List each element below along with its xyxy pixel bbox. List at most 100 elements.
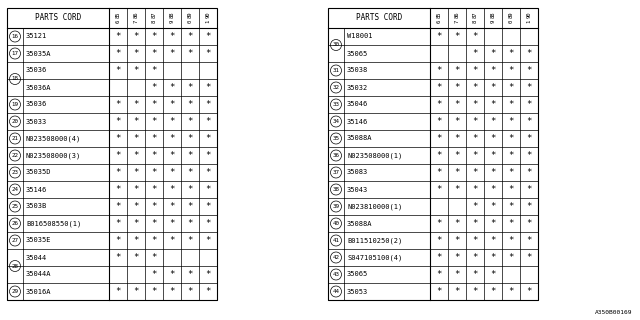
Text: *: * — [490, 287, 496, 296]
Text: 28: 28 — [12, 263, 19, 268]
Text: *: * — [115, 185, 121, 194]
Text: *: * — [472, 49, 477, 58]
Text: *: * — [170, 236, 175, 245]
Text: 35035E: 35035E — [26, 237, 51, 244]
Text: *: * — [170, 100, 175, 109]
Text: *: * — [188, 32, 193, 41]
Text: 40: 40 — [333, 221, 339, 226]
Text: 89: 89 — [509, 11, 513, 18]
Text: 90: 90 — [205, 11, 211, 18]
Text: *: * — [454, 270, 460, 279]
Text: *: * — [454, 83, 460, 92]
Text: *: * — [170, 117, 175, 126]
Text: *: * — [454, 168, 460, 177]
Text: *: * — [454, 253, 460, 262]
Text: 27: 27 — [12, 238, 19, 243]
Text: *: * — [436, 236, 442, 245]
Text: *: * — [205, 151, 211, 160]
Text: 3503B: 3503B — [26, 204, 47, 210]
Text: *: * — [508, 100, 514, 109]
Text: *: * — [526, 66, 532, 75]
Bar — [328, 8, 538, 300]
Text: 35083: 35083 — [347, 170, 368, 175]
Text: 7: 7 — [134, 20, 138, 23]
Text: *: * — [526, 219, 532, 228]
Text: 88: 88 — [170, 11, 175, 18]
Text: *: * — [133, 100, 139, 109]
Text: 1: 1 — [527, 20, 531, 23]
Text: PARTS CORD: PARTS CORD — [356, 13, 402, 22]
Text: *: * — [151, 168, 157, 177]
Text: 35121: 35121 — [26, 34, 47, 39]
Text: 35036: 35036 — [26, 68, 47, 74]
Text: A350B00169: A350B00169 — [595, 310, 632, 315]
Text: *: * — [472, 202, 477, 211]
Text: *: * — [205, 168, 211, 177]
Text: 0: 0 — [188, 20, 193, 23]
Text: 6: 6 — [436, 20, 442, 23]
Text: *: * — [526, 236, 532, 245]
Text: *: * — [170, 287, 175, 296]
Text: *: * — [508, 134, 514, 143]
Text: *: * — [151, 287, 157, 296]
Text: 35033: 35033 — [26, 118, 47, 124]
Text: *: * — [188, 287, 193, 296]
Text: 35053: 35053 — [347, 289, 368, 294]
Text: *: * — [490, 253, 496, 262]
Text: 44: 44 — [333, 289, 339, 294]
Text: 25: 25 — [12, 204, 19, 209]
Text: 26: 26 — [12, 221, 19, 226]
Text: *: * — [115, 49, 121, 58]
Text: *: * — [454, 134, 460, 143]
Text: 24: 24 — [12, 187, 19, 192]
Text: *: * — [133, 49, 139, 58]
Text: *: * — [454, 219, 460, 228]
Text: *: * — [490, 134, 496, 143]
Text: *: * — [133, 219, 139, 228]
Text: *: * — [115, 202, 121, 211]
Text: *: * — [436, 253, 442, 262]
Text: 38: 38 — [333, 187, 339, 192]
Text: 35036A: 35036A — [26, 84, 51, 91]
Text: *: * — [205, 100, 211, 109]
Text: *: * — [151, 49, 157, 58]
Text: *: * — [188, 219, 193, 228]
Text: 1: 1 — [205, 20, 211, 23]
Text: 22: 22 — [12, 153, 19, 158]
Text: *: * — [454, 185, 460, 194]
Text: *: * — [133, 236, 139, 245]
Text: *: * — [205, 83, 211, 92]
Text: W18001: W18001 — [347, 34, 372, 39]
Text: *: * — [508, 287, 514, 296]
Text: 16: 16 — [12, 34, 19, 39]
Text: *: * — [472, 168, 477, 177]
Text: *: * — [436, 185, 442, 194]
Text: 35146: 35146 — [347, 118, 368, 124]
Text: *: * — [133, 151, 139, 160]
Text: 35035A: 35035A — [26, 51, 51, 57]
Text: 35088A: 35088A — [347, 135, 372, 141]
Text: *: * — [490, 117, 496, 126]
Text: 18: 18 — [12, 76, 19, 82]
Text: 23: 23 — [12, 170, 19, 175]
Text: *: * — [454, 100, 460, 109]
Text: *: * — [115, 253, 121, 262]
Text: *: * — [490, 49, 496, 58]
Text: 85: 85 — [436, 11, 442, 18]
Text: *: * — [188, 270, 193, 279]
Text: 0: 0 — [509, 20, 513, 23]
Text: *: * — [508, 151, 514, 160]
Text: *: * — [188, 134, 193, 143]
Text: *: * — [151, 151, 157, 160]
Text: 43: 43 — [333, 272, 339, 277]
Text: 86: 86 — [134, 11, 138, 18]
Text: *: * — [205, 287, 211, 296]
Text: *: * — [436, 270, 442, 279]
Text: *: * — [170, 151, 175, 160]
Text: *: * — [472, 32, 477, 41]
Text: *: * — [115, 134, 121, 143]
Text: *: * — [526, 83, 532, 92]
Text: *: * — [133, 253, 139, 262]
Text: *: * — [188, 100, 193, 109]
Text: *: * — [454, 32, 460, 41]
